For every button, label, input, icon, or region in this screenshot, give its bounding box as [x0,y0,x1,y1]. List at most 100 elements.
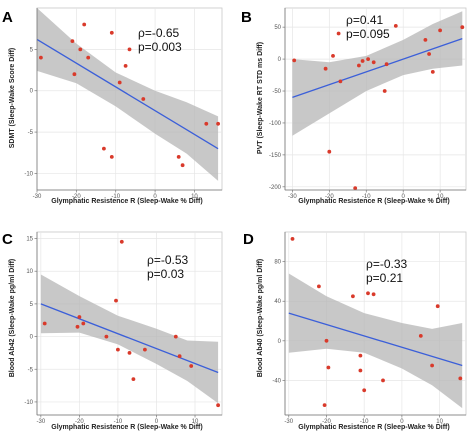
data-point [357,63,361,68]
x-tick-label: -30 [37,419,46,425]
data-point [216,403,221,408]
y-tick-label: -5 [28,367,34,373]
data-point [438,28,442,33]
y-axis-label: Blood Ab42 (Sleep-Wake pg/ml Diff) [9,259,16,378]
data-point [327,149,332,154]
x-tick-label: -30 [33,194,42,200]
data-point [143,347,147,352]
regression-line [40,303,219,374]
data-point [204,121,209,126]
y-axis-label: SDMT (Sleep-Wake Score Diff) [9,48,16,148]
plot-area: -30 -20 -10 0 10 -10 -5 0 5 10 15 [24,231,223,425]
y-tick-label: 80 [274,260,281,266]
data-point [435,304,440,309]
y-tick-label: 10 [26,269,33,275]
y-tick-label: 0 [278,57,282,63]
data-point [77,315,82,319]
data-point [176,155,181,159]
x-tick-label: -20 [325,194,334,200]
plot-area: -30 -20 -10 0 10 -40 0 40 80 [272,231,467,425]
y-tick-label: 50 [274,25,281,31]
data-point [393,24,398,28]
rho-text: ρ=0.41 [346,13,384,27]
x-tick-label: -10 [362,194,371,200]
x-axis-label: Glymphatic Resistence R (Sleep-Wake % Di… [51,198,202,205]
regression-line [292,38,463,99]
data-point [75,324,80,329]
y-tick-label: -50 [272,89,281,95]
data-point [460,25,465,30]
x-tick-label: -20 [75,419,84,425]
x-tick-label: 0 [402,194,406,200]
stats-annotation: ρ=-0.65 p=0.003 [138,26,182,54]
y-tick-label: 5 [30,47,34,53]
panel-label: D [243,231,254,248]
regression-line [288,312,463,367]
data-point [338,79,343,84]
data-point [109,30,114,35]
y-tick-label: -40 [272,378,281,384]
p-value-text: p=0.003 [138,40,182,54]
confidence-band [288,273,463,409]
x-tick-label: 10 [192,419,199,425]
data-point [141,97,146,101]
data-point [123,64,128,68]
y-tick-label: 0 [278,339,282,345]
data-point [326,365,331,370]
x-tick-label: -30 [284,419,293,425]
x-tick-label: -20 [72,194,81,200]
data-point [39,55,43,60]
stats-annotation: ρ=-0.53 p=0.03 [147,253,189,281]
x-axis-label: Glymphatic Resistence R (Sleep-Wake % Di… [298,424,449,431]
confidence-band [292,11,463,136]
data-point [430,70,435,74]
data-point [322,403,327,407]
data-point [371,60,376,65]
y-tick-label: -10 [24,171,33,177]
x-tick-label: -20 [322,419,331,425]
regression-line [36,38,219,150]
data-point [371,292,376,297]
data-point [131,377,136,381]
data-point [127,47,132,52]
data-point [423,38,428,42]
data-point [430,363,434,368]
data-point [109,155,114,159]
rho-text: ρ=-0.65 [138,26,180,40]
data-point [173,334,178,339]
x-tick-label: 0 [153,194,157,200]
data-point [317,284,321,289]
p-value-text: p=0.03 [147,267,184,281]
p-value-text: p=0.21 [366,271,403,285]
data-point [81,321,86,326]
data-point [127,351,132,355]
data-point [117,80,122,85]
data-point [116,347,120,352]
y-tick-label: 15 [26,237,33,243]
data-point [180,163,185,168]
data-point [82,22,87,27]
data-point [362,388,367,393]
panel-label: B [241,9,252,26]
data-point [331,54,335,58]
panel-a: -30 -20 -10 0 10 -10 -5 0 5 A SDMT (Sleep-Wake S… [2,7,223,205]
y-tick-label: -10 [24,400,33,406]
data-point [86,55,91,60]
data-point [104,334,109,339]
rho-text: ρ=-0.33 [366,257,408,271]
panel-label: C [2,231,13,248]
data-point [353,186,358,191]
plot-area: -30 -20 -10 0 10 -10 -5 0 5 [24,7,223,200]
y-tick-label: 40 [274,299,281,305]
panel-c: -30 -20 -10 0 10 -10 -5 0 5 10 15 C Blood Ab42 (Sl… [2,231,223,431]
x-tick-label: 10 [437,194,444,200]
stats-annotation: ρ=0.41 p=0.095 [346,13,390,41]
data-point [458,376,463,381]
y-tick-label: -100 [269,121,282,127]
data-point [114,298,118,303]
stats-annotation: ρ=-0.33 p=0.21 [366,257,408,285]
y-tick-label: -150 [269,153,282,159]
data-point [324,338,329,343]
data-point [336,31,341,36]
